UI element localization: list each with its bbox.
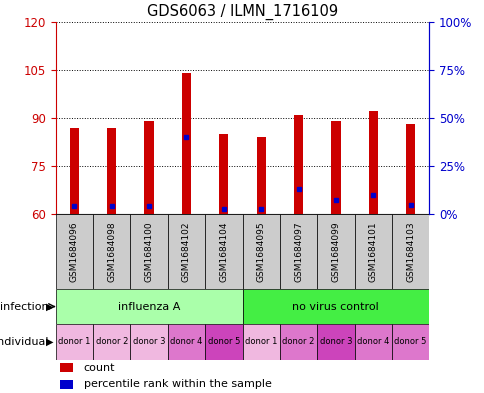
Bar xyxy=(56,214,93,289)
Bar xyxy=(219,134,228,214)
Bar xyxy=(391,214,428,289)
Bar xyxy=(242,214,279,289)
Bar xyxy=(93,214,130,289)
Text: donor 5: donor 5 xyxy=(393,338,426,346)
Bar xyxy=(354,324,391,360)
Text: donor 5: donor 5 xyxy=(207,338,240,346)
Bar xyxy=(182,73,191,214)
Bar xyxy=(130,214,167,289)
Text: GSM1684100: GSM1684100 xyxy=(144,221,153,282)
Text: GSM1684095: GSM1684095 xyxy=(256,221,265,282)
Bar xyxy=(317,324,354,360)
Bar xyxy=(279,324,317,360)
Bar xyxy=(93,324,130,360)
Text: donor 3: donor 3 xyxy=(133,338,165,346)
Title: GDS6063 / ILMN_1716109: GDS6063 / ILMN_1716109 xyxy=(147,4,337,20)
Bar xyxy=(60,380,73,389)
Text: percentile rank within the sample: percentile rank within the sample xyxy=(84,379,271,389)
Bar xyxy=(60,363,73,372)
Text: GSM1684097: GSM1684097 xyxy=(293,221,302,282)
Text: donor 1: donor 1 xyxy=(244,338,277,346)
Bar xyxy=(56,289,242,324)
Bar xyxy=(354,214,391,289)
Bar xyxy=(317,214,354,289)
Bar xyxy=(205,324,242,360)
Bar xyxy=(130,324,167,360)
Text: donor 2: donor 2 xyxy=(95,338,128,346)
Bar xyxy=(331,121,340,214)
Bar xyxy=(167,324,205,360)
Text: individual: individual xyxy=(0,337,48,347)
Text: donor 4: donor 4 xyxy=(356,338,389,346)
Bar xyxy=(167,214,205,289)
Bar xyxy=(242,324,279,360)
Text: no virus control: no virus control xyxy=(292,301,378,312)
Text: donor 2: donor 2 xyxy=(282,338,314,346)
Text: GSM1684102: GSM1684102 xyxy=(182,221,191,282)
Text: influenza A: influenza A xyxy=(118,301,180,312)
Bar xyxy=(256,137,265,214)
Bar xyxy=(293,115,302,214)
Text: GSM1684104: GSM1684104 xyxy=(219,221,228,282)
Text: GSM1684103: GSM1684103 xyxy=(405,221,414,282)
Bar xyxy=(205,214,242,289)
Text: GSM1684099: GSM1684099 xyxy=(331,221,340,282)
Text: ▶: ▶ xyxy=(46,337,54,347)
Bar xyxy=(279,214,317,289)
Text: count: count xyxy=(84,363,115,373)
Text: GSM1684098: GSM1684098 xyxy=(107,221,116,282)
Bar xyxy=(391,324,428,360)
Bar xyxy=(405,124,414,214)
Bar xyxy=(368,112,377,214)
Text: ▶: ▶ xyxy=(46,301,54,312)
Text: donor 1: donor 1 xyxy=(58,338,91,346)
Bar xyxy=(144,121,153,214)
Text: GSM1684096: GSM1684096 xyxy=(70,221,79,282)
Text: donor 4: donor 4 xyxy=(170,338,202,346)
Bar xyxy=(56,324,93,360)
Bar xyxy=(242,289,428,324)
Bar xyxy=(107,127,116,214)
Bar xyxy=(70,127,79,214)
Text: GSM1684101: GSM1684101 xyxy=(368,221,377,282)
Text: donor 3: donor 3 xyxy=(319,338,351,346)
Text: infection: infection xyxy=(0,301,48,312)
